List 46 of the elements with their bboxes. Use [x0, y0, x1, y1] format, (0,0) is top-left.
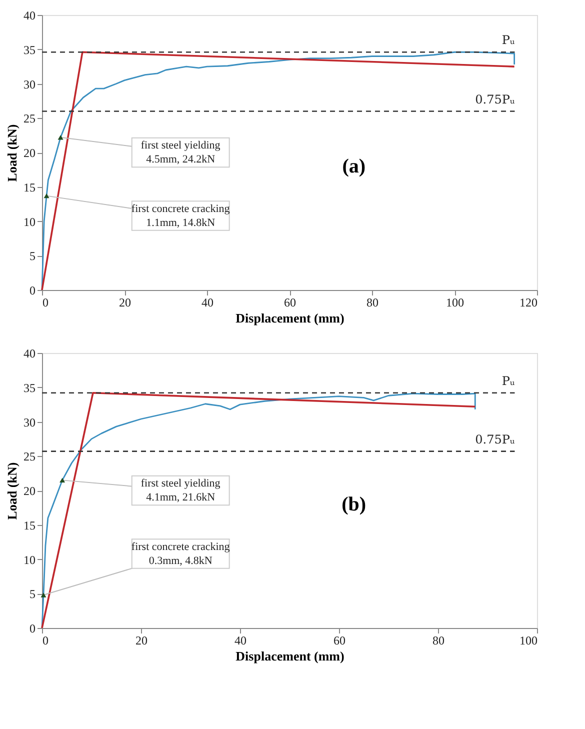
- annotation: first concrete cracking 1.1mm, 14.8kN: [131, 202, 230, 229]
- y-tick-label: 40: [24, 8, 36, 22]
- x-tick-label: 100: [446, 296, 464, 310]
- annotation: first steel yielding 4.1mm, 21.6kN: [140, 478, 221, 504]
- y-tick-label: 30: [24, 415, 36, 430]
- x-axis-title: Displacement (mm): [236, 648, 344, 664]
- y-tick-label: 15: [24, 518, 36, 532]
- y-tick-label: 20: [24, 484, 36, 498]
- y-tick-label: 10: [24, 214, 36, 229]
- x-tick-label: 20: [119, 296, 131, 310]
- y-tick-label: 35: [24, 380, 36, 395]
- y-tick-label: 25: [24, 450, 36, 464]
- y-tick-label: 20: [24, 146, 36, 160]
- y-axis-title: Load (kN): [4, 462, 20, 520]
- ref-line-label: Pᵤ: [502, 374, 515, 388]
- y-tick-label: 35: [24, 42, 36, 57]
- y-tick-label: 30: [24, 77, 36, 92]
- y-tick-label: 5: [30, 249, 36, 264]
- y-tick-label: 25: [24, 112, 36, 126]
- y-tick-label: 15: [24, 180, 36, 194]
- x-tick-label: 40: [202, 296, 214, 310]
- annotation: first concrete cracking 0.3mm, 4.8kN: [131, 540, 230, 567]
- x-tick-label: 100: [520, 634, 538, 648]
- y-tick-label: 0: [30, 284, 36, 298]
- y-tick-label: 0: [30, 622, 36, 636]
- ref-line-label: 0.75Pᵤ: [475, 432, 515, 446]
- annotation: (b): [342, 493, 366, 516]
- x-tick-label: 80: [432, 634, 444, 648]
- x-tick-label: 20: [136, 634, 148, 648]
- x-tick-label: 80: [366, 296, 378, 310]
- x-axis-title: Displacement (mm): [236, 310, 344, 326]
- x-tick-label: 0: [42, 634, 48, 648]
- ref-line-label: 0.75Pᵤ: [475, 92, 515, 106]
- annotation: first steel yielding 4.5mm, 24.2kN: [140, 140, 221, 166]
- y-tick-label: 5: [30, 587, 36, 602]
- x-tick-label: 60: [334, 634, 346, 648]
- line-series: [41, 51, 516, 291]
- x-tick-label: 0: [42, 296, 48, 310]
- ref-line-label: Pᵤ: [502, 33, 515, 48]
- x-tick-label: 40: [234, 634, 246, 648]
- y-tick-label: 10: [24, 552, 36, 567]
- annotation: (a): [342, 155, 366, 178]
- x-tick-label: 120: [520, 296, 538, 310]
- y-tick-label: 40: [24, 346, 36, 360]
- y-axis-title: Load (kN): [4, 124, 20, 182]
- x-tick-label: 60: [284, 296, 296, 310]
